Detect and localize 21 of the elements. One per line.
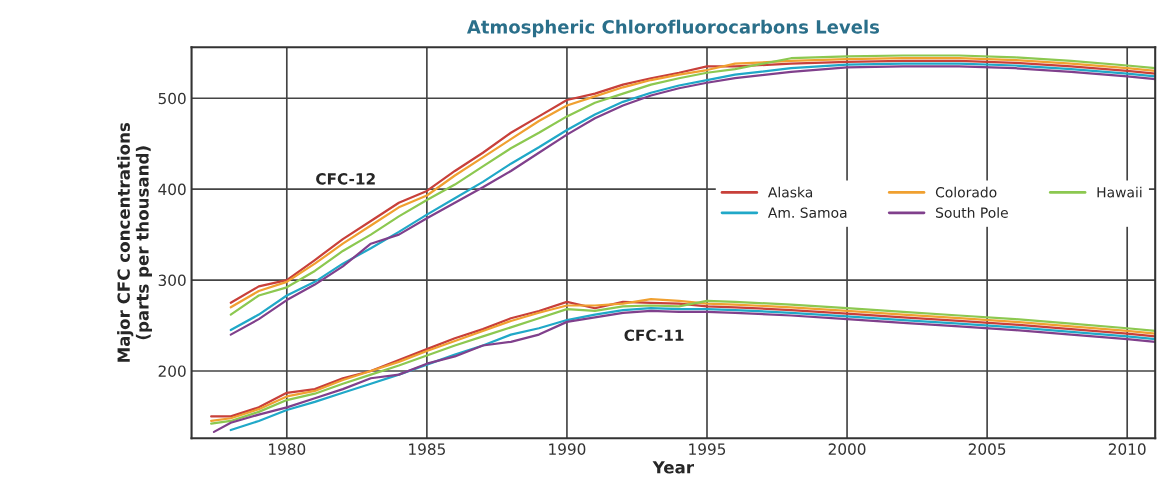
- annotation: CFC-12: [316, 173, 375, 185]
- x-axis-title: Year: [652, 461, 694, 474]
- legend-label: Colorado: [935, 186, 997, 198]
- y-tick-label: 500: [158, 92, 186, 105]
- x-tick-label: 1990: [549, 443, 586, 455]
- y-tick-label: 400: [158, 183, 186, 196]
- y-axis-title: Major CFC concentrations (parts per thousand): [117, 122, 152, 362]
- legend-label: Alaska: [767, 186, 813, 198]
- x-tick-label: 1985: [409, 443, 445, 455]
- x-tick-label: 2005: [968, 443, 1006, 455]
- x-tick-label: 1995: [689, 443, 726, 455]
- y-tick-label: 200: [158, 365, 186, 377]
- x-tick-label: 2000: [828, 443, 866, 455]
- legend-label: Am. Samoa: [767, 207, 847, 218]
- annotation: CFC-11: [624, 329, 684, 342]
- legend-label: South Pole: [936, 207, 1008, 218]
- legend-label: Hawaii: [1097, 186, 1142, 198]
- x-tick-label: 2010: [1108, 443, 1146, 455]
- x-tick-label: 1980: [269, 443, 306, 455]
- y-tick-label: 300: [158, 274, 186, 287]
- chart-title: Atmospheric Chlorofluorocarbons Levels: [466, 19, 880, 38]
